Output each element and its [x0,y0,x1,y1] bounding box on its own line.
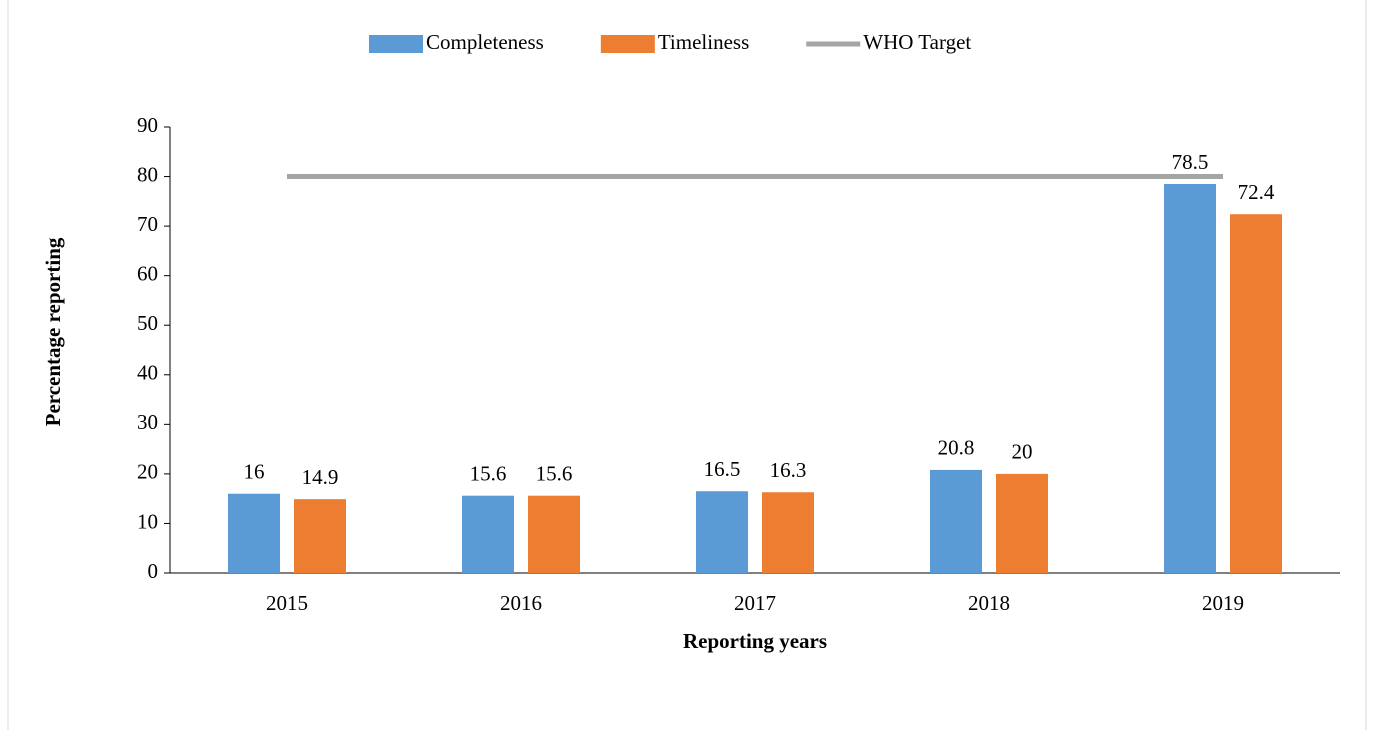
data-label: 15.6 [470,462,507,486]
frame [7,0,1367,730]
y-tick-label: 0 [148,559,159,583]
legend-label: WHO Target [863,30,971,54]
x-tick-label: 2018 [968,591,1010,615]
legend-label: Timeliness [658,30,749,54]
y-axis-title: Percentage reporting [41,237,65,426]
x-tick-label: 2017 [734,591,776,615]
bar [696,491,748,573]
data-label: 78.5 [1172,150,1209,174]
legend-label: Completeness [426,30,544,54]
data-label: 20.8 [938,436,975,460]
bar [1164,183,1216,573]
y-tick-label: 60 [137,261,158,285]
data-label: 16.5 [704,457,741,481]
bar [930,469,982,573]
data-label: 16.3 [770,458,807,482]
bar [996,473,1048,573]
x-axis-title: Reporting years [683,629,827,653]
x-tick-label: 2015 [266,591,308,615]
legend-swatch [600,35,655,53]
y-tick-label: 90 [137,113,158,137]
data-label: 15.6 [536,462,573,486]
bar [762,492,814,573]
legend-swatch [369,35,423,53]
data-label: 14.9 [302,465,339,489]
data-label: 20 [1012,440,1033,464]
bar [228,493,280,573]
bar [1230,214,1282,573]
y-tick-label: 30 [137,410,158,434]
data-label: 72.4 [1238,180,1275,204]
y-tick-label: 40 [137,361,158,385]
y-tick-label: 70 [137,212,158,236]
y-tick-label: 50 [137,311,158,335]
x-tick-label: 2019 [1202,591,1244,615]
data-label: 16 [244,460,265,484]
bar [528,495,580,573]
y-tick-label: 80 [137,162,158,186]
bar [462,495,514,573]
bar [294,499,346,573]
y-tick-label: 20 [137,460,158,484]
y-tick-label: 10 [137,509,158,533]
x-tick-label: 2016 [500,591,542,615]
